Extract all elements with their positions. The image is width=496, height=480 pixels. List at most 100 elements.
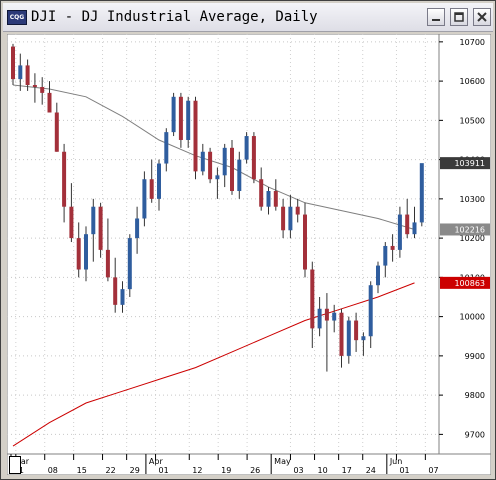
candle-body[interactable] xyxy=(208,151,213,180)
candle-body[interactable] xyxy=(405,214,410,235)
candle-body[interactable] xyxy=(273,191,278,207)
candle-body[interactable] xyxy=(32,85,37,87)
candle-body[interactable] xyxy=(230,147,234,192)
x-tick-label: 15 xyxy=(77,466,87,475)
chart-area[interactable]: 1070010600105001040010300102001010010000… xyxy=(6,33,492,476)
x-tick-label: May xyxy=(274,457,291,466)
candle-body[interactable] xyxy=(135,218,140,239)
x-tick-label: 07 xyxy=(428,466,438,475)
y-tick-label: 10600 xyxy=(460,77,485,86)
x-tick-label: 08 xyxy=(48,466,58,475)
candle-body[interactable] xyxy=(98,206,103,250)
candle-body[interactable] xyxy=(164,132,169,164)
candle-body[interactable] xyxy=(186,100,191,140)
close-icon xyxy=(477,12,487,22)
candle-body[interactable] xyxy=(251,136,256,180)
x-tick-label: Apr xyxy=(149,457,164,466)
y-tick-label: 9900 xyxy=(465,352,485,361)
candle-body[interactable] xyxy=(76,238,81,270)
x-tick-label: 1 xyxy=(19,466,24,475)
last-price-badge: 103911 xyxy=(454,159,485,168)
candle-body[interactable] xyxy=(332,312,337,321)
x-tick-label: Mar xyxy=(14,457,30,466)
x-tick-label: 12 xyxy=(192,466,202,475)
candle-body[interactable] xyxy=(193,100,198,172)
candle-body[interactable] xyxy=(142,179,147,219)
y-tick-label: 10200 xyxy=(460,234,485,243)
candle-body[interactable] xyxy=(354,320,359,341)
x-tick-label: 01 xyxy=(159,466,169,475)
candle-body[interactable] xyxy=(324,308,329,321)
x-tick-label: 26 xyxy=(250,466,260,475)
moving-average-short-line xyxy=(12,84,415,230)
candle-body[interactable] xyxy=(149,179,154,199)
candle-body[interactable] xyxy=(222,147,227,176)
candle-body[interactable] xyxy=(18,65,23,80)
last-price-badge-bg xyxy=(440,157,490,170)
candle-body[interactable] xyxy=(237,159,242,192)
candle-body[interactable] xyxy=(215,175,220,180)
candle-body[interactable] xyxy=(383,245,388,266)
candle-body[interactable] xyxy=(412,222,417,235)
y-tick-label: 9700 xyxy=(465,430,485,439)
candle-body[interactable] xyxy=(259,179,264,207)
candle-body[interactable] xyxy=(171,96,176,133)
y-tick-label: 10700 xyxy=(460,38,485,47)
candle-body[interactable] xyxy=(376,265,380,286)
candle-body[interactable] xyxy=(303,214,307,270)
x-tick-label: 22 xyxy=(106,466,116,475)
x-tick-label: 19 xyxy=(221,466,231,475)
candle-body[interactable] xyxy=(178,96,183,140)
candle-body[interactable] xyxy=(84,234,88,270)
x-tick-label: 17 xyxy=(342,466,352,475)
minimize-button[interactable] xyxy=(427,8,445,26)
candle-body[interactable] xyxy=(200,151,205,172)
candle-body[interactable] xyxy=(62,151,67,207)
close-button[interactable] xyxy=(473,8,491,26)
maximize-icon xyxy=(454,12,464,22)
candle-body[interactable] xyxy=(281,206,286,231)
candle-body[interactable] xyxy=(295,206,300,215)
candle-body[interactable] xyxy=(339,312,344,356)
candle-body[interactable] xyxy=(127,238,132,290)
candle-body[interactable] xyxy=(40,86,45,93)
candle-body[interactable] xyxy=(310,269,315,329)
candle-body[interactable] xyxy=(11,46,15,80)
candle-body[interactable] xyxy=(368,285,373,337)
moving-average-long-line xyxy=(12,282,415,447)
minimize-icon xyxy=(432,19,440,21)
candle-body[interactable] xyxy=(91,206,96,235)
plot-area[interactable] xyxy=(6,33,440,455)
app-icon: CQG xyxy=(7,10,27,25)
maximize-button[interactable] xyxy=(450,8,468,26)
x-tick-label: 29 xyxy=(130,466,140,475)
x-tick-label: 03 xyxy=(293,466,303,475)
candle-body[interactable] xyxy=(120,289,125,305)
y-tick-label: 10000 xyxy=(460,313,485,322)
candle-body[interactable] xyxy=(47,92,52,113)
candle-body[interactable] xyxy=(69,206,74,239)
candle-body[interactable] xyxy=(346,320,351,356)
x-tick-label: 24 xyxy=(366,466,376,475)
x-tick-label: 01 xyxy=(399,466,409,475)
candle-body[interactable] xyxy=(419,163,424,223)
candle-body[interactable] xyxy=(244,136,249,160)
title-bar[interactable]: CQG DJI - DJ Industrial Average, Daily xyxy=(3,3,493,32)
candle-body[interactable] xyxy=(390,245,395,250)
candle-body[interactable] xyxy=(157,163,161,199)
candle-body[interactable] xyxy=(54,112,59,152)
candle-body[interactable] xyxy=(288,206,293,231)
price-axis xyxy=(438,33,492,455)
chart-scroll-box[interactable] xyxy=(9,456,21,474)
candle-body[interactable] xyxy=(397,214,402,250)
candlestick-chart[interactable]: 1070010600105001040010300102001010010000… xyxy=(6,33,492,476)
candle-body[interactable] xyxy=(361,336,366,341)
candle-body[interactable] xyxy=(317,308,322,329)
y-tick-label: 10500 xyxy=(460,116,485,125)
candle-body[interactable] xyxy=(266,191,271,207)
candle-body[interactable] xyxy=(113,277,118,305)
candle-body[interactable] xyxy=(25,65,30,86)
candle-body[interactable] xyxy=(105,249,110,278)
window-title: DJI - DJ Industrial Average, Daily xyxy=(31,9,318,25)
